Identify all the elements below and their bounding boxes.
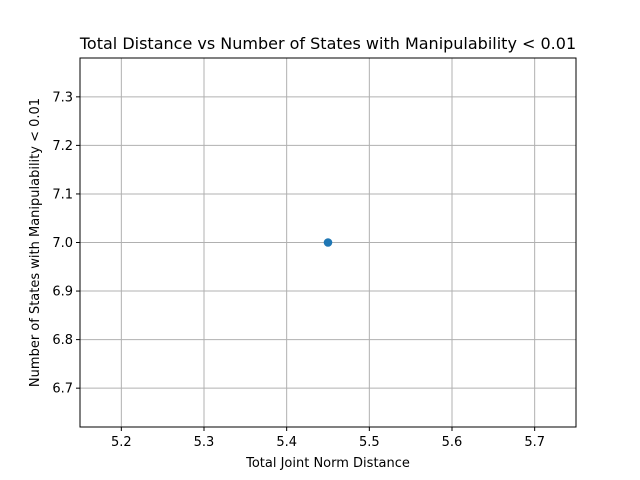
y-tick-label: 7.1 [52, 187, 73, 202]
x-axis-label: Total Joint Norm Distance [245, 456, 410, 471]
y-tick-label: 6.7 [52, 382, 73, 397]
x-axis-ticks: 5.2 5.3 5.4 5.5 5.6 5.7 [111, 427, 545, 450]
y-tick-label: 6.8 [52, 333, 73, 348]
x-tick-label: 5.2 [111, 435, 132, 450]
y-tick-label: 7.3 [52, 90, 73, 105]
x-tick-label: 5.5 [359, 435, 380, 450]
data-points [323, 238, 333, 247]
chart-title: Total Distance vs Number of States with … [79, 34, 576, 53]
y-tick-label: 6.9 [52, 285, 73, 300]
x-tick-label: 5.7 [524, 435, 545, 450]
data-point [323, 238, 333, 247]
y-axis-ticks: 6.7 6.8 6.9 7.0 7.1 7.2 7.3 [52, 90, 80, 397]
y-axis-label: Number of States with Manipulability < 0… [28, 98, 43, 387]
x-tick-label: 5.4 [276, 435, 297, 450]
y-tick-label: 7.0 [52, 236, 73, 251]
x-tick-label: 5.3 [194, 435, 215, 450]
y-tick-label: 7.2 [52, 139, 73, 154]
x-tick-label: 5.6 [442, 435, 463, 450]
